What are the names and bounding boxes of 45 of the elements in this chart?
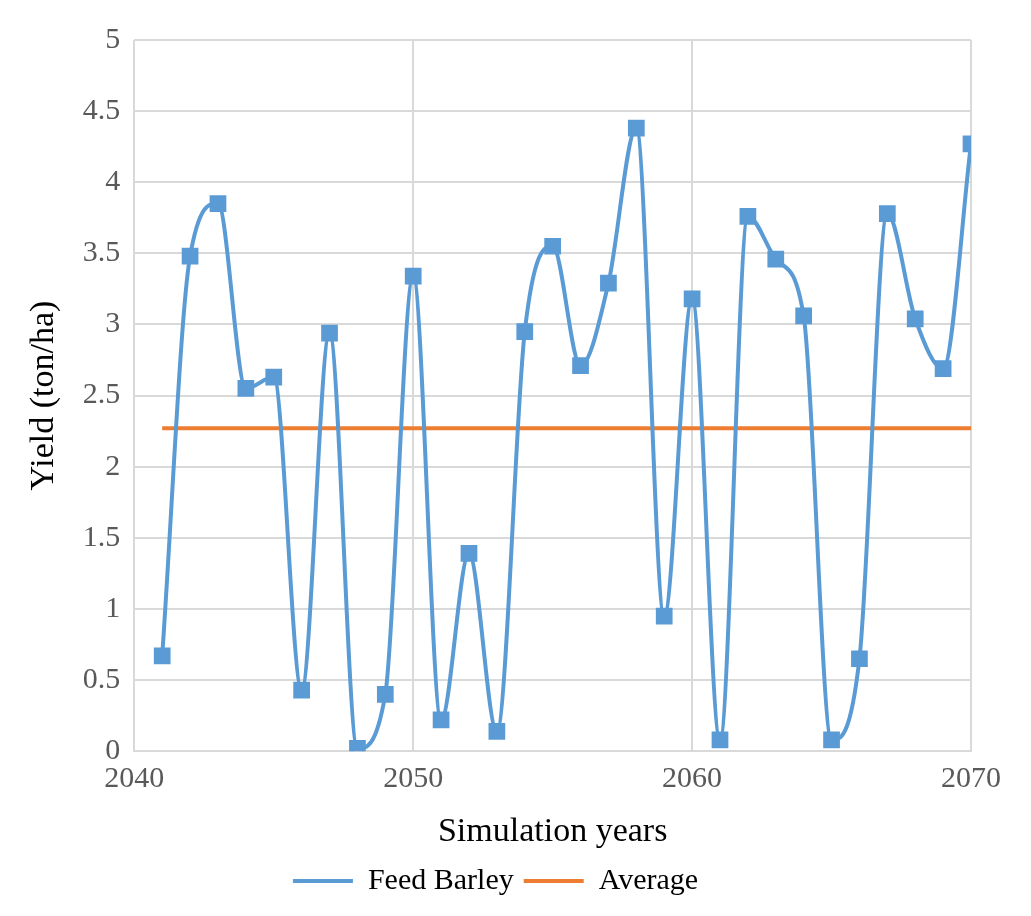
point [293,681,310,699]
y-tick-label: 0.5 [82,660,121,694]
point [209,195,227,212]
point [321,324,338,342]
x-tick-label: 2070 [941,760,1001,794]
y-axis-title: Yield (ton/ha) [23,300,62,491]
point [627,119,645,137]
point [376,685,394,703]
x-axis-title: Simulation years [437,810,668,848]
point [795,307,813,325]
point [265,368,283,386]
point [432,711,450,729]
legend-label: Average [598,861,699,895]
point [460,545,478,562]
y-tick-label: 1 [105,589,121,623]
point [600,274,617,292]
y-tick-label: 4 [105,163,121,197]
point [934,360,952,377]
point [711,731,729,749]
point [767,250,785,268]
point [153,647,171,665]
legend-label: Feed Barley [367,861,514,895]
y-tick-label: 2.5 [82,376,121,410]
point [572,357,589,375]
point [516,323,534,340]
point [906,310,924,328]
point [404,267,422,285]
y-tick-label: 5 [105,20,121,54]
point [683,290,701,308]
point [823,731,840,749]
point [237,380,255,397]
y-tick-label: 2 [105,447,121,481]
y-tick-label: 4.5 [82,92,121,125]
y-tick-label: 3.5 [82,234,121,268]
point [181,247,199,265]
x-tick-label: 2050 [383,760,444,794]
point [878,205,896,222]
point [544,237,562,255]
y-tick-label: 1.5 [82,518,121,552]
y-tick-label: 3 [105,305,121,339]
point [655,607,673,625]
point [739,208,757,225]
point [488,722,506,740]
x-tick-label: 2060 [662,760,723,794]
point [851,650,868,668]
